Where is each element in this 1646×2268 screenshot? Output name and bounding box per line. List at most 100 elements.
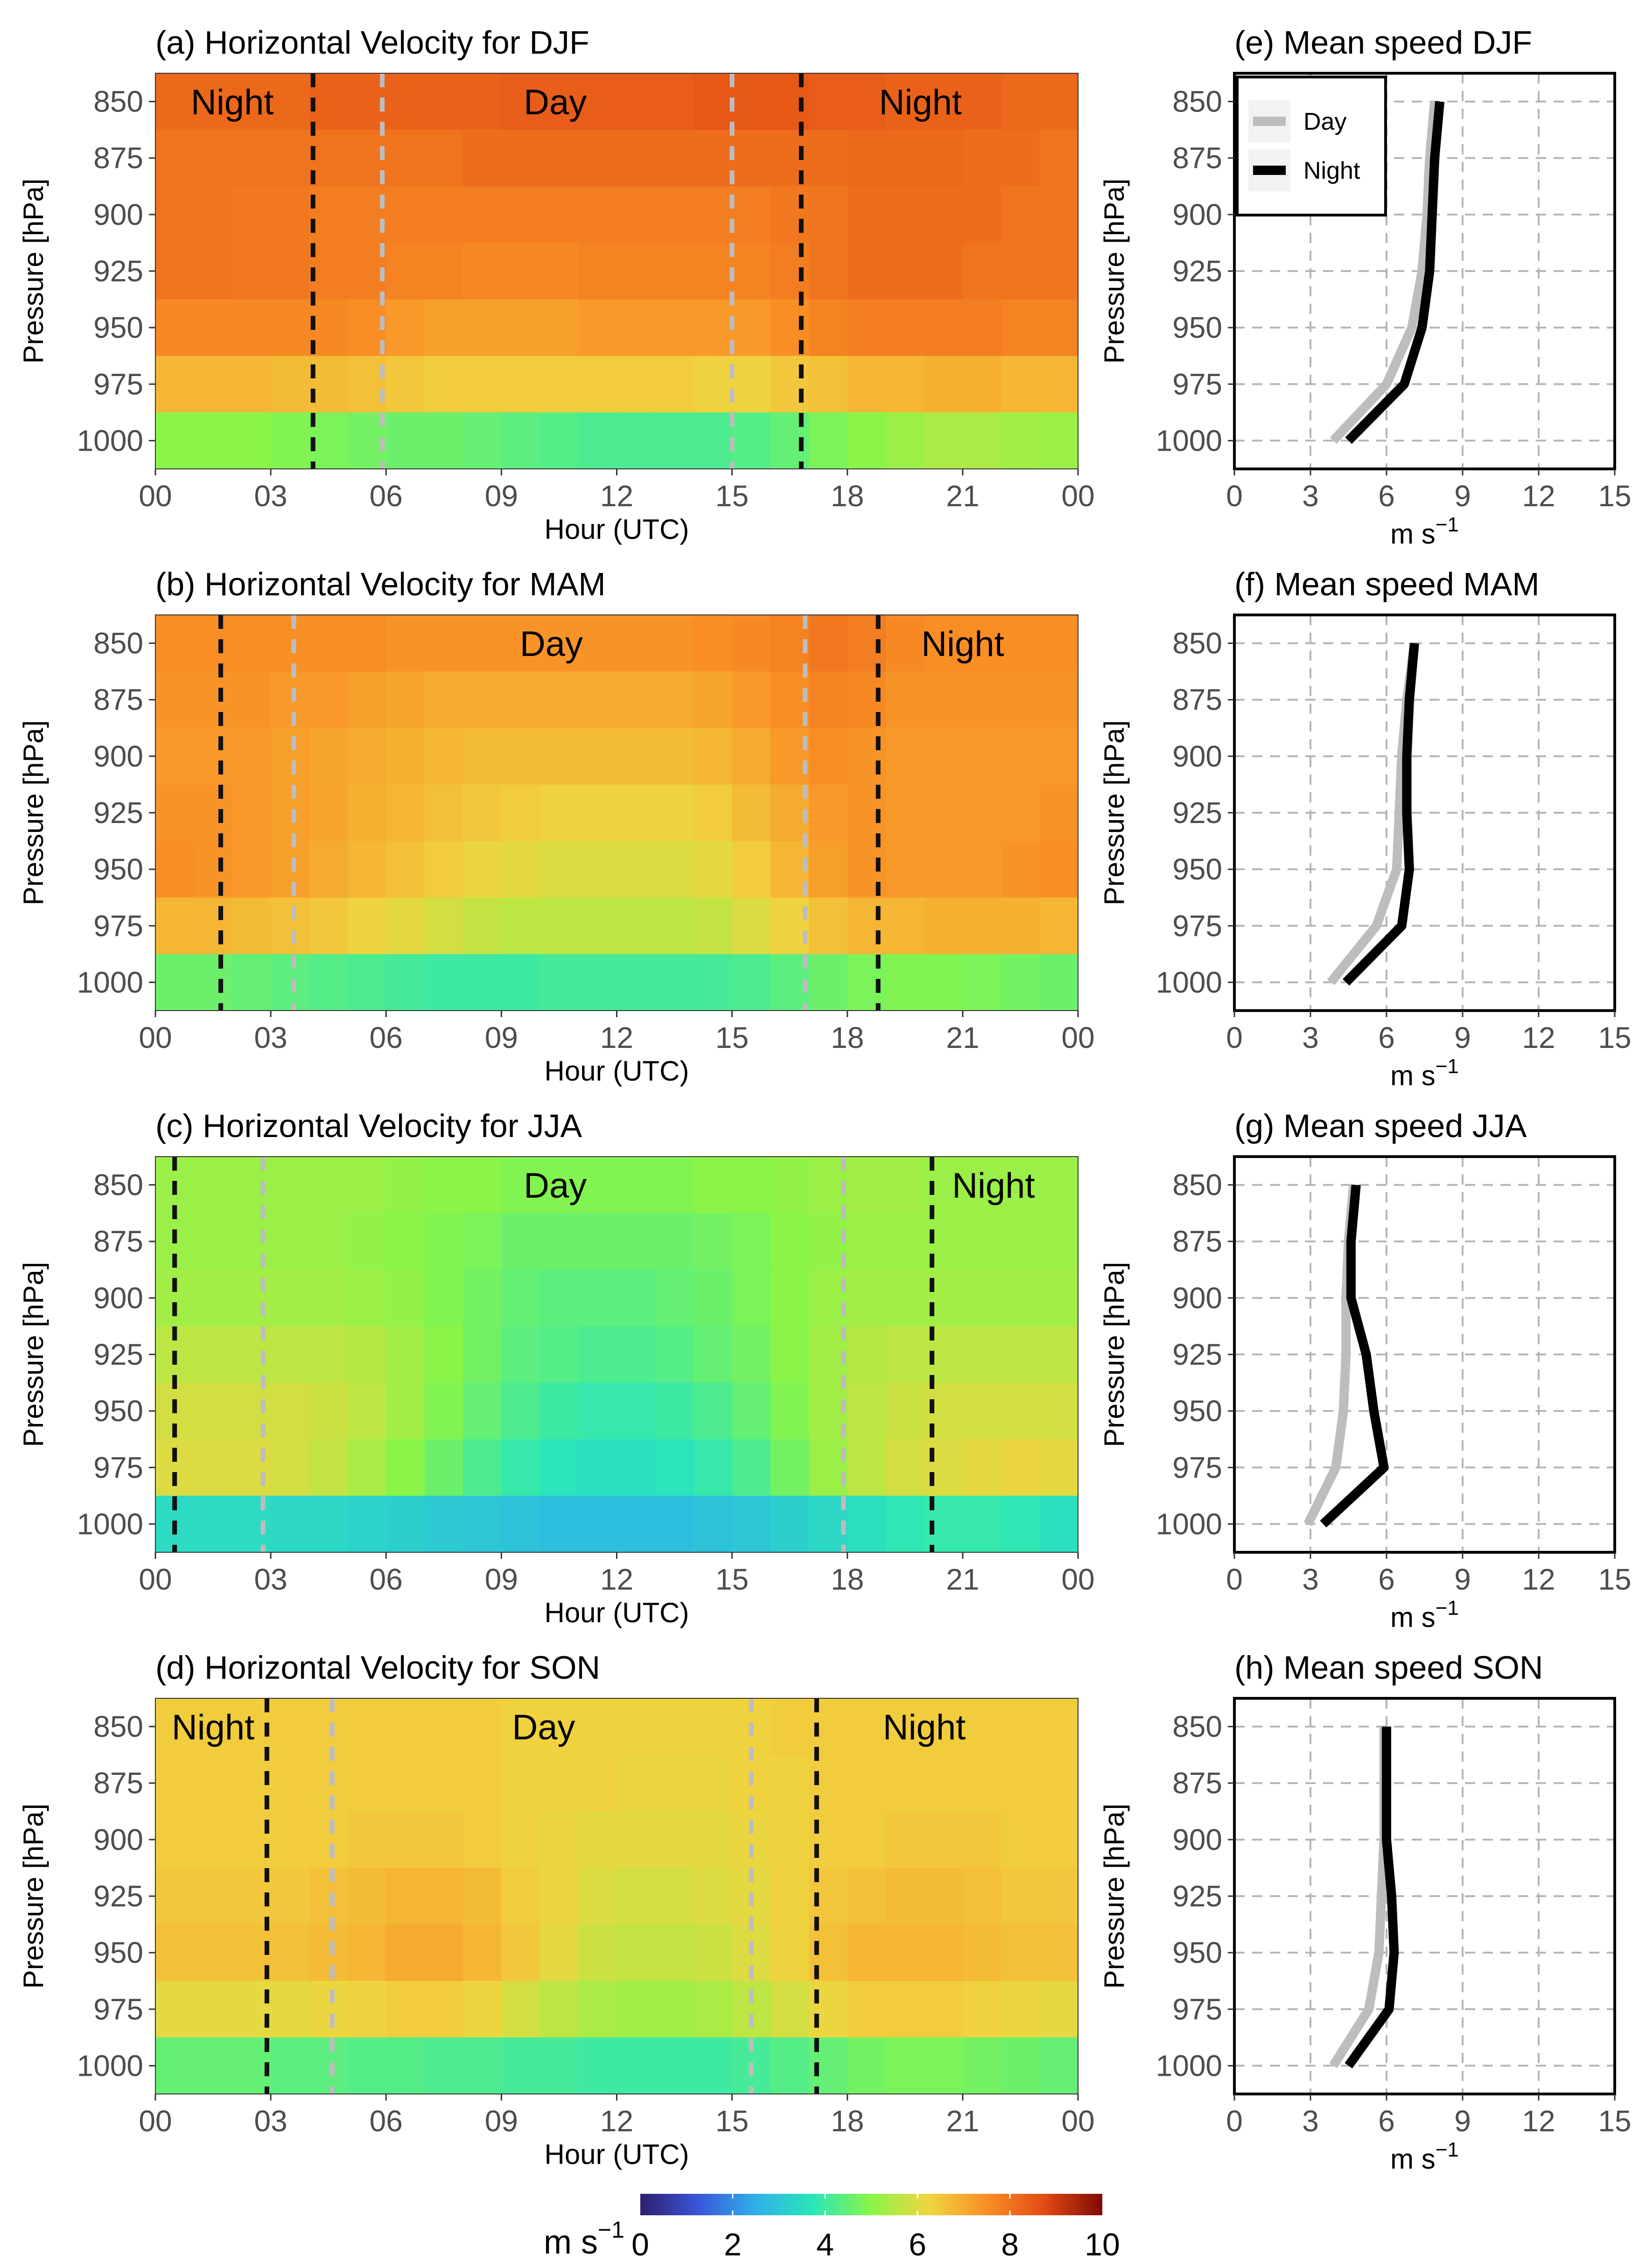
heatmap-cell [924, 954, 963, 1011]
heatmap-cell [155, 954, 195, 1011]
heatmap-cell [693, 356, 733, 413]
heatmap-cell [616, 356, 656, 413]
x-tick-label: 3 [1302, 2104, 1319, 2138]
heatmap-cell [770, 1698, 810, 1755]
heatmap-cell [655, 1981, 694, 2038]
heatmap-cell [693, 954, 733, 1011]
heatmap-cell [539, 412, 579, 469]
heatmap-cell [616, 186, 656, 244]
heatmap-cell [539, 130, 579, 187]
heatmap-cell [347, 1213, 387, 1270]
heatmap-cell [1001, 1326, 1040, 1383]
heatmap-cell [1039, 299, 1079, 356]
heatmap-cell [232, 784, 271, 842]
heatmap-cell [1039, 784, 1079, 842]
heatmap-cell [347, 1868, 387, 1925]
heatmap-cell [655, 1157, 694, 1214]
heatmap-cell [155, 1698, 195, 1755]
y-tick-label: 850 [1172, 85, 1222, 119]
heatmap-cell [962, 1382, 1002, 1440]
heatmap-cell [578, 1981, 617, 2038]
heatmap-cell [578, 1326, 617, 1383]
heatmap-cell [1039, 73, 1079, 130]
y-axis-label: Pressure [hPa] [18, 179, 49, 364]
x-tick-label: 18 [831, 479, 864, 513]
heatmap-cell [463, 1270, 502, 1327]
heatmap-cell [155, 1868, 195, 1925]
heatmap-cell [424, 1755, 463, 1812]
heatmap-cell [271, 1157, 310, 1214]
profile-panel-0: (e) Mean speed DJF 850 875 900 925 950 975 1000… [1099, 24, 1632, 550]
heatmap-cell [962, 243, 1002, 300]
period-label: Night [172, 1708, 254, 1747]
heatmap-cell [732, 615, 771, 672]
heatmap-cell [539, 1811, 579, 1869]
heatmap-cell [539, 954, 579, 1011]
heatmap-cell [1001, 671, 1040, 729]
heatmap-cell [578, 130, 617, 187]
x-tick-label: 3 [1302, 1021, 1319, 1054]
heatmap-cell [616, 1495, 656, 1553]
heatmap-cell [194, 1270, 233, 1327]
heatmap-cell [847, 412, 886, 469]
heatmap-cell [309, 615, 348, 672]
heatmap-cell [501, 356, 540, 413]
night-series-line [1345, 101, 1445, 444]
heatmap-cell [386, 130, 425, 187]
heatmap-cell [309, 186, 348, 244]
heatmap-cell [847, 1213, 886, 1270]
heatmap-cell [616, 954, 656, 1011]
heatmap-cell [693, 1382, 733, 1440]
heatmap-cell [962, 1981, 1002, 2038]
x-axis-label: m s−1 [1390, 2138, 1459, 2175]
heatmap-cell [732, 299, 771, 356]
y-tick-label: 900 [93, 740, 143, 773]
heatmap-cell [194, 1495, 233, 1553]
heatmap-cell [386, 1811, 425, 1869]
heatmap-cell [271, 671, 310, 729]
y-tick-label: 850 [1172, 1710, 1222, 1744]
heatmap-cell [732, 1270, 771, 1327]
heatmap-cell [155, 73, 195, 130]
heatmap-cell [847, 1698, 886, 1755]
y-tick-label: 975 [1172, 909, 1222, 942]
heatmap-cell [1039, 243, 1079, 300]
heatmap-cell [194, 1439, 233, 1496]
heatmap-cell [271, 1698, 310, 1755]
heatmap-cell [539, 2037, 579, 2094]
heatmap-cell [155, 356, 195, 413]
y-tick-label: 925 [1172, 796, 1222, 830]
heatmap-cell [194, 784, 233, 842]
y-tick-label: 900 [1172, 740, 1222, 773]
heatmap-cell [309, 1270, 348, 1327]
legend: Day Night [1236, 76, 1387, 216]
y-tick-label: 875 [93, 1766, 143, 1800]
heatmap-cell [616, 1755, 656, 1812]
heatmap-cell [501, 897, 540, 955]
heatmap-cell [271, 784, 310, 842]
heatmap-cell [886, 356, 925, 413]
heatmap-cell [924, 615, 963, 672]
heatmap-cell [1001, 1439, 1040, 1496]
y-tick-label: 975 [93, 909, 143, 942]
heatmap-cell [271, 186, 310, 244]
heatmap-cell [194, 2037, 233, 2094]
heatmap-cell [271, 299, 310, 356]
heatmap-cell [886, 1868, 925, 1925]
heatmap-cell [194, 130, 233, 187]
heatmap-cell [578, 1811, 617, 1869]
heatmap-cell [1001, 2037, 1040, 2094]
heatmap-cell [501, 1382, 540, 1440]
x-tick-label: 12 [600, 2104, 633, 2138]
heatmap-cell [347, 897, 387, 955]
heatmap-cell [1039, 186, 1079, 244]
heatmap-cell [386, 671, 425, 729]
heatmap-cell [809, 186, 848, 244]
heatmap-cell [886, 299, 925, 356]
heatmap-cell [847, 299, 886, 356]
heatmap-cell [847, 243, 886, 300]
heatmap-cell [655, 841, 694, 898]
heatmap-cell [886, 186, 925, 244]
heatmap-cell [847, 186, 886, 244]
heatmap-cell [655, 1698, 694, 1755]
